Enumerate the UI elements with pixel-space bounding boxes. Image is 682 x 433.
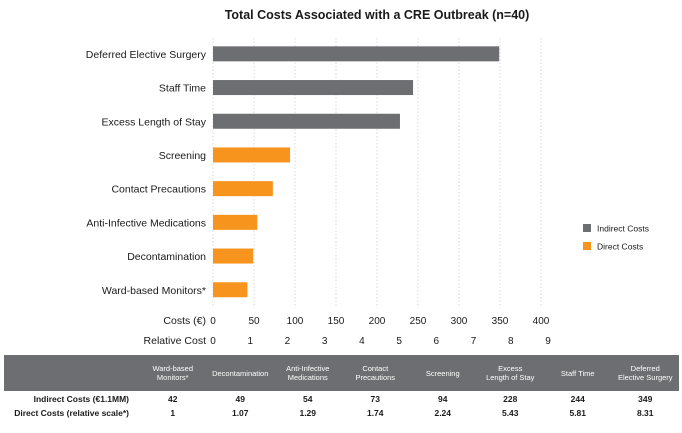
table-cell: 49: [235, 393, 245, 404]
relative-axis-label: Relative Cost: [144, 335, 207, 347]
category-label: Ward-based Monitors*: [102, 285, 206, 297]
table-column-header: Staff Time: [544, 355, 612, 391]
legend: Indirect Costs Direct Costs: [583, 224, 649, 252]
relative-tick-label: 2: [285, 336, 291, 347]
table-column-header: Ward-based Monitors*: [139, 355, 207, 391]
bar: [213, 214, 258, 230]
x-tick-label: 350: [492, 316, 509, 327]
category-labels: Deferred Elective Surgery Staff Time Exces…: [86, 49, 207, 297]
bar: [213, 248, 254, 264]
category-label: Decontamination: [127, 251, 206, 263]
table-column-header: Deferred Elective Surgery: [611, 355, 679, 391]
x-tick-label: 200: [369, 316, 386, 327]
relative-tick-label: 0: [210, 336, 216, 347]
table-cell: 1.29: [299, 407, 317, 418]
bar: [213, 113, 400, 129]
legend-swatch: [583, 224, 591, 232]
table-cell: 73: [370, 393, 380, 404]
table-cell: 94: [438, 393, 448, 404]
category-label: Anti-Infective Medications: [86, 217, 206, 229]
legend-label: Indirect Costs: [597, 224, 649, 234]
cost-table: Ward-based Monitors* Decontamination Anti-…: [4, 355, 679, 419]
category-label: Staff Time: [159, 83, 206, 95]
table-column-header: Contact Precautions: [341, 355, 409, 391]
x-tick-label: 400: [533, 316, 550, 327]
table-cell: 5.81: [569, 407, 587, 418]
table-column-header: Excess Length of Stay: [476, 355, 544, 391]
relative-tick-label: 8: [508, 336, 514, 347]
category-label: Screening: [159, 150, 206, 162]
bar: [213, 147, 291, 163]
table-row: Direct Costs (relative scale*) 1 1.07 1.29 1…: [4, 406, 679, 419]
legend-swatch: [583, 242, 591, 250]
relative-tick-label: 4: [359, 336, 365, 347]
relative-tick-label: 3: [322, 336, 328, 347]
table-column-header: Anti-Infective Medications: [274, 355, 342, 391]
table-cell: 54: [303, 393, 313, 404]
table-cell: 2.24: [434, 407, 452, 418]
gridlines: [212, 38, 542, 308]
x-tick-label: 100: [287, 316, 304, 327]
relative-axis-ticks: 0 1 2 3 4 5 6 7 8 9: [210, 336, 551, 347]
x-tick-label: 0: [210, 316, 216, 327]
table-cell: 1: [170, 407, 176, 418]
x-tick-label: 250: [410, 316, 427, 327]
x-axis-ticks: 0 50 100 150 200 250 300 350 400: [210, 316, 550, 327]
bar: [213, 181, 273, 197]
chart-title: Total Costs Associated with a CRE Outbre…: [225, 8, 530, 22]
x-tick-label: 150: [328, 316, 345, 327]
table-cell: 349: [638, 393, 653, 404]
x-axis-label: Costs (€): [163, 315, 206, 327]
table-header-row: Ward-based Monitors* Decontamination Anti-…: [4, 355, 679, 391]
table-cell: 1.07: [231, 407, 249, 418]
relative-tick-label: 6: [434, 336, 440, 347]
table-cell: 244: [570, 393, 585, 404]
table-row-label: Indirect Costs (€1.1MM): [33, 393, 129, 404]
table-cell: 228: [503, 393, 518, 404]
relative-tick-label: 1: [247, 336, 253, 347]
cost-chart: Total Costs Associated with a CRE Outbre…: [86, 8, 649, 347]
bars: [213, 46, 500, 298]
relative-tick-label: 7: [471, 336, 477, 347]
x-tick-label: 50: [248, 316, 260, 327]
bar: [213, 80, 414, 96]
table-column-header: Decontamination: [206, 355, 274, 391]
table-header-corner: [4, 355, 139, 391]
relative-tick-label: 9: [545, 336, 551, 347]
table-row-label: Direct Costs (relative scale*): [14, 407, 129, 418]
x-tick-label: 300: [451, 316, 468, 327]
table-row: Indirect Costs (€1.1MM) 42 49 54 73 94 228 244 3…: [4, 391, 679, 406]
bar: [213, 282, 248, 298]
bar: [213, 46, 500, 62]
table-cell: 42: [168, 393, 178, 404]
category-label: Contact Precautions: [111, 184, 206, 196]
relative-tick-label: 5: [396, 336, 402, 347]
category-label: Excess Length of Stay: [102, 116, 207, 128]
table-column-header: Screening: [409, 355, 477, 391]
category-label: Deferred Elective Surgery: [86, 49, 207, 61]
table-cell: 1.74: [366, 407, 384, 418]
table-cell: 5.43: [501, 407, 519, 418]
legend-label: Direct Costs: [597, 242, 643, 252]
table-cell: 8.31: [636, 407, 654, 418]
